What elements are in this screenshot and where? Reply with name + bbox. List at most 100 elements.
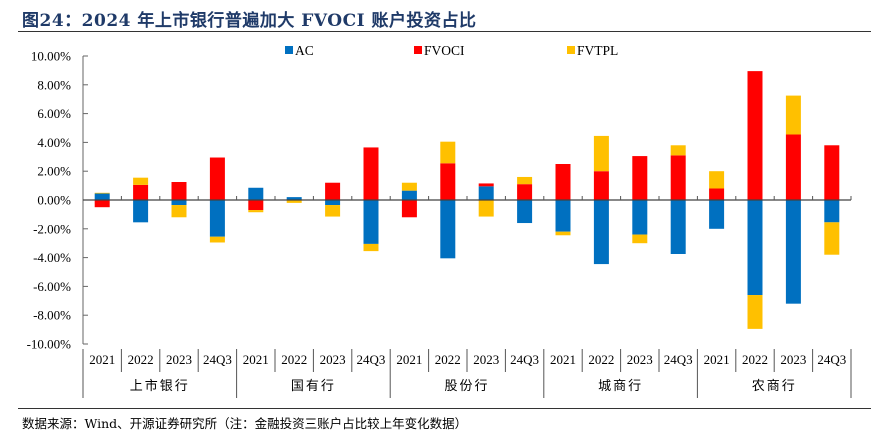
bar-fvtpl-城商行-24Q3 (670, 145, 686, 156)
x-category-label: 2021 (243, 352, 269, 367)
x-category-label: 2023 (780, 352, 806, 367)
x-category-label: 24Q3 (357, 352, 386, 367)
bar-fvtpl-国有行-2023 (325, 205, 341, 217)
bar-fvoci-城商行-2021 (555, 164, 571, 200)
bars (94, 71, 840, 329)
bar-fvoci-上市银行-2021 (94, 200, 110, 208)
x-category-label: 2021 (550, 352, 576, 367)
x-group-label: 农商行 (752, 379, 797, 394)
bar-ac-国有行-2022 (286, 197, 302, 200)
y-tick-label: 6.00% (37, 106, 71, 121)
bar-fvtpl-上市银行-2023 (171, 205, 187, 218)
bar-fvtpl-农商行-2023 (785, 95, 801, 135)
bar-ac-国有行-2023 (325, 200, 341, 206)
legend-label: AC (295, 43, 314, 58)
bar-fvoci-股份行-24Q3 (517, 184, 533, 200)
bar-fvtpl-股份行-24Q3 (517, 176, 533, 185)
bar-fvoci-城商行-2022 (593, 171, 609, 200)
bar-fvoci-城商行-2023 (632, 156, 648, 200)
legend: AC FVOCI FVTPL (285, 43, 618, 58)
y-tick-label: 10.00% (31, 49, 71, 64)
bar-ac-城商行-2023 (632, 200, 648, 235)
bar-fvoci-国有行-2021 (248, 200, 264, 211)
source-note: 数据来源：Wind、开源证券研究所（注：金融投资三账户占比较上年变化数据） (22, 416, 468, 431)
bar-fvoci-国有行-2023 (325, 182, 341, 200)
x-category-label: 2023 (320, 352, 346, 367)
title-rule (18, 31, 871, 32)
y-tick-label: -10.00% (27, 337, 72, 352)
bar-fvtpl-上市银行-2021 (94, 192, 110, 194)
x-category-label: 24Q3 (817, 352, 846, 367)
legend-swatch (567, 46, 575, 54)
x-group-label: 国有行 (291, 379, 336, 394)
y-tick-label: -4.00% (33, 250, 71, 265)
bar-ac-农商行-2022 (747, 200, 763, 296)
bar-ac-城商行-24Q3 (670, 200, 686, 254)
bar-fvoci-上市银行-24Q3 (209, 157, 225, 200)
bar-ac-国有行-2021 (248, 187, 264, 200)
bar-ac-农商行-2021 (709, 200, 725, 229)
bar-ac-农商行-2023 (785, 200, 801, 304)
x-group-label: 上市银行 (130, 378, 190, 394)
y-tick-label: -6.00% (33, 279, 71, 294)
figure-title: 图24：2024 年上市银行普遍加大 FVOCI 账户投资占比 (22, 11, 477, 31)
bar-ac-上市银行-24Q3 (209, 200, 225, 237)
legend-item-fvtpl: FVTPL (567, 43, 618, 58)
bar-fvtpl-股份行-2023 (478, 200, 494, 217)
bar-fvoci-农商行-2022 (747, 71, 763, 201)
bar-fvtpl-股份行-2022 (440, 141, 456, 164)
y-tick-label: -8.00% (33, 308, 71, 323)
bar-ac-农商行-24Q3 (824, 200, 840, 223)
bar-fvtpl-农商行-24Q3 (824, 222, 840, 255)
x-category-label: 2022 (742, 352, 768, 367)
bar-ac-股份行-24Q3 (517, 200, 533, 224)
x-category-label: 2023 (166, 352, 192, 367)
x-axis: 2021 2022 2023 24Q3 上市银行 2021 2022 2023 24Q3 国有行 2… (82, 196, 852, 398)
bar-ac-股份行-2023 (478, 186, 494, 200)
bar-fvoci-股份行-2021 (401, 200, 417, 218)
bar-ac-上市银行-2022 (133, 200, 149, 223)
bar-fvoci-上市银行-2023 (171, 182, 187, 200)
bar-fvtpl-农商行-2021 (709, 171, 725, 189)
x-category-label: 2023 (473, 352, 499, 367)
bar-fvtpl-城商行-2023 (632, 234, 648, 244)
footer-rule (18, 408, 871, 409)
legend-swatch (285, 46, 293, 54)
bar-fvtpl-城商行-2021 (555, 231, 571, 236)
bar-fvoci-农商行-24Q3 (824, 145, 840, 200)
legend-swatch (414, 46, 422, 54)
y-axis: 10.00% 8.00% 6.00% 4.00% 2.00% 0.00% -2.00% -4.… (27, 49, 88, 352)
bar-fvtpl-国有行-24Q3 (363, 243, 379, 252)
y-tick-label: 2.00% (37, 164, 71, 179)
bar-ac-上市银行-2023 (171, 200, 187, 206)
y-tick-label: 4.00% (37, 135, 71, 150)
x-group-label: 城商行 (598, 379, 643, 394)
bar-fvoci-上市银行-2022 (133, 184, 149, 200)
x-category-label: 24Q3 (664, 352, 693, 367)
legend-item-ac: AC (285, 43, 314, 58)
legend-item-fvoci: FVOCI (414, 43, 465, 58)
bar-fvtpl-上市银行-2022 (133, 177, 149, 185)
bar-ac-股份行-2021 (401, 190, 417, 200)
bar-fvtpl-农商行-2022 (747, 295, 763, 329)
bar-fvoci-农商行-2023 (785, 134, 801, 200)
x-category-label: 2022 (281, 352, 307, 367)
x-category-label: 2022 (128, 352, 154, 367)
bar-ac-城商行-2021 (555, 200, 571, 232)
bar-fvtpl-股份行-2021 (401, 182, 417, 191)
bar-ac-城商行-2022 (593, 200, 609, 265)
bar-fvtpl-国有行-2021 (248, 210, 264, 213)
x-category-label: 24Q3 (510, 352, 539, 367)
bar-fvoci-农商行-2021 (709, 188, 725, 200)
bar-fvoci-城商行-24Q3 (670, 155, 686, 200)
bar-fvtpl-城商行-2022 (593, 135, 609, 172)
bar-fvoci-国有行-24Q3 (363, 147, 379, 200)
bar-ac-股份行-2022 (440, 200, 456, 259)
bar-fvtpl-国有行-2022 (286, 200, 302, 203)
legend-label: FVTPL (577, 43, 618, 58)
x-category-label: 2022 (588, 352, 614, 367)
y-tick-label: 8.00% (37, 77, 71, 92)
bar-fvoci-股份行-2023 (478, 183, 494, 187)
x-category-label: 2021 (89, 352, 115, 367)
